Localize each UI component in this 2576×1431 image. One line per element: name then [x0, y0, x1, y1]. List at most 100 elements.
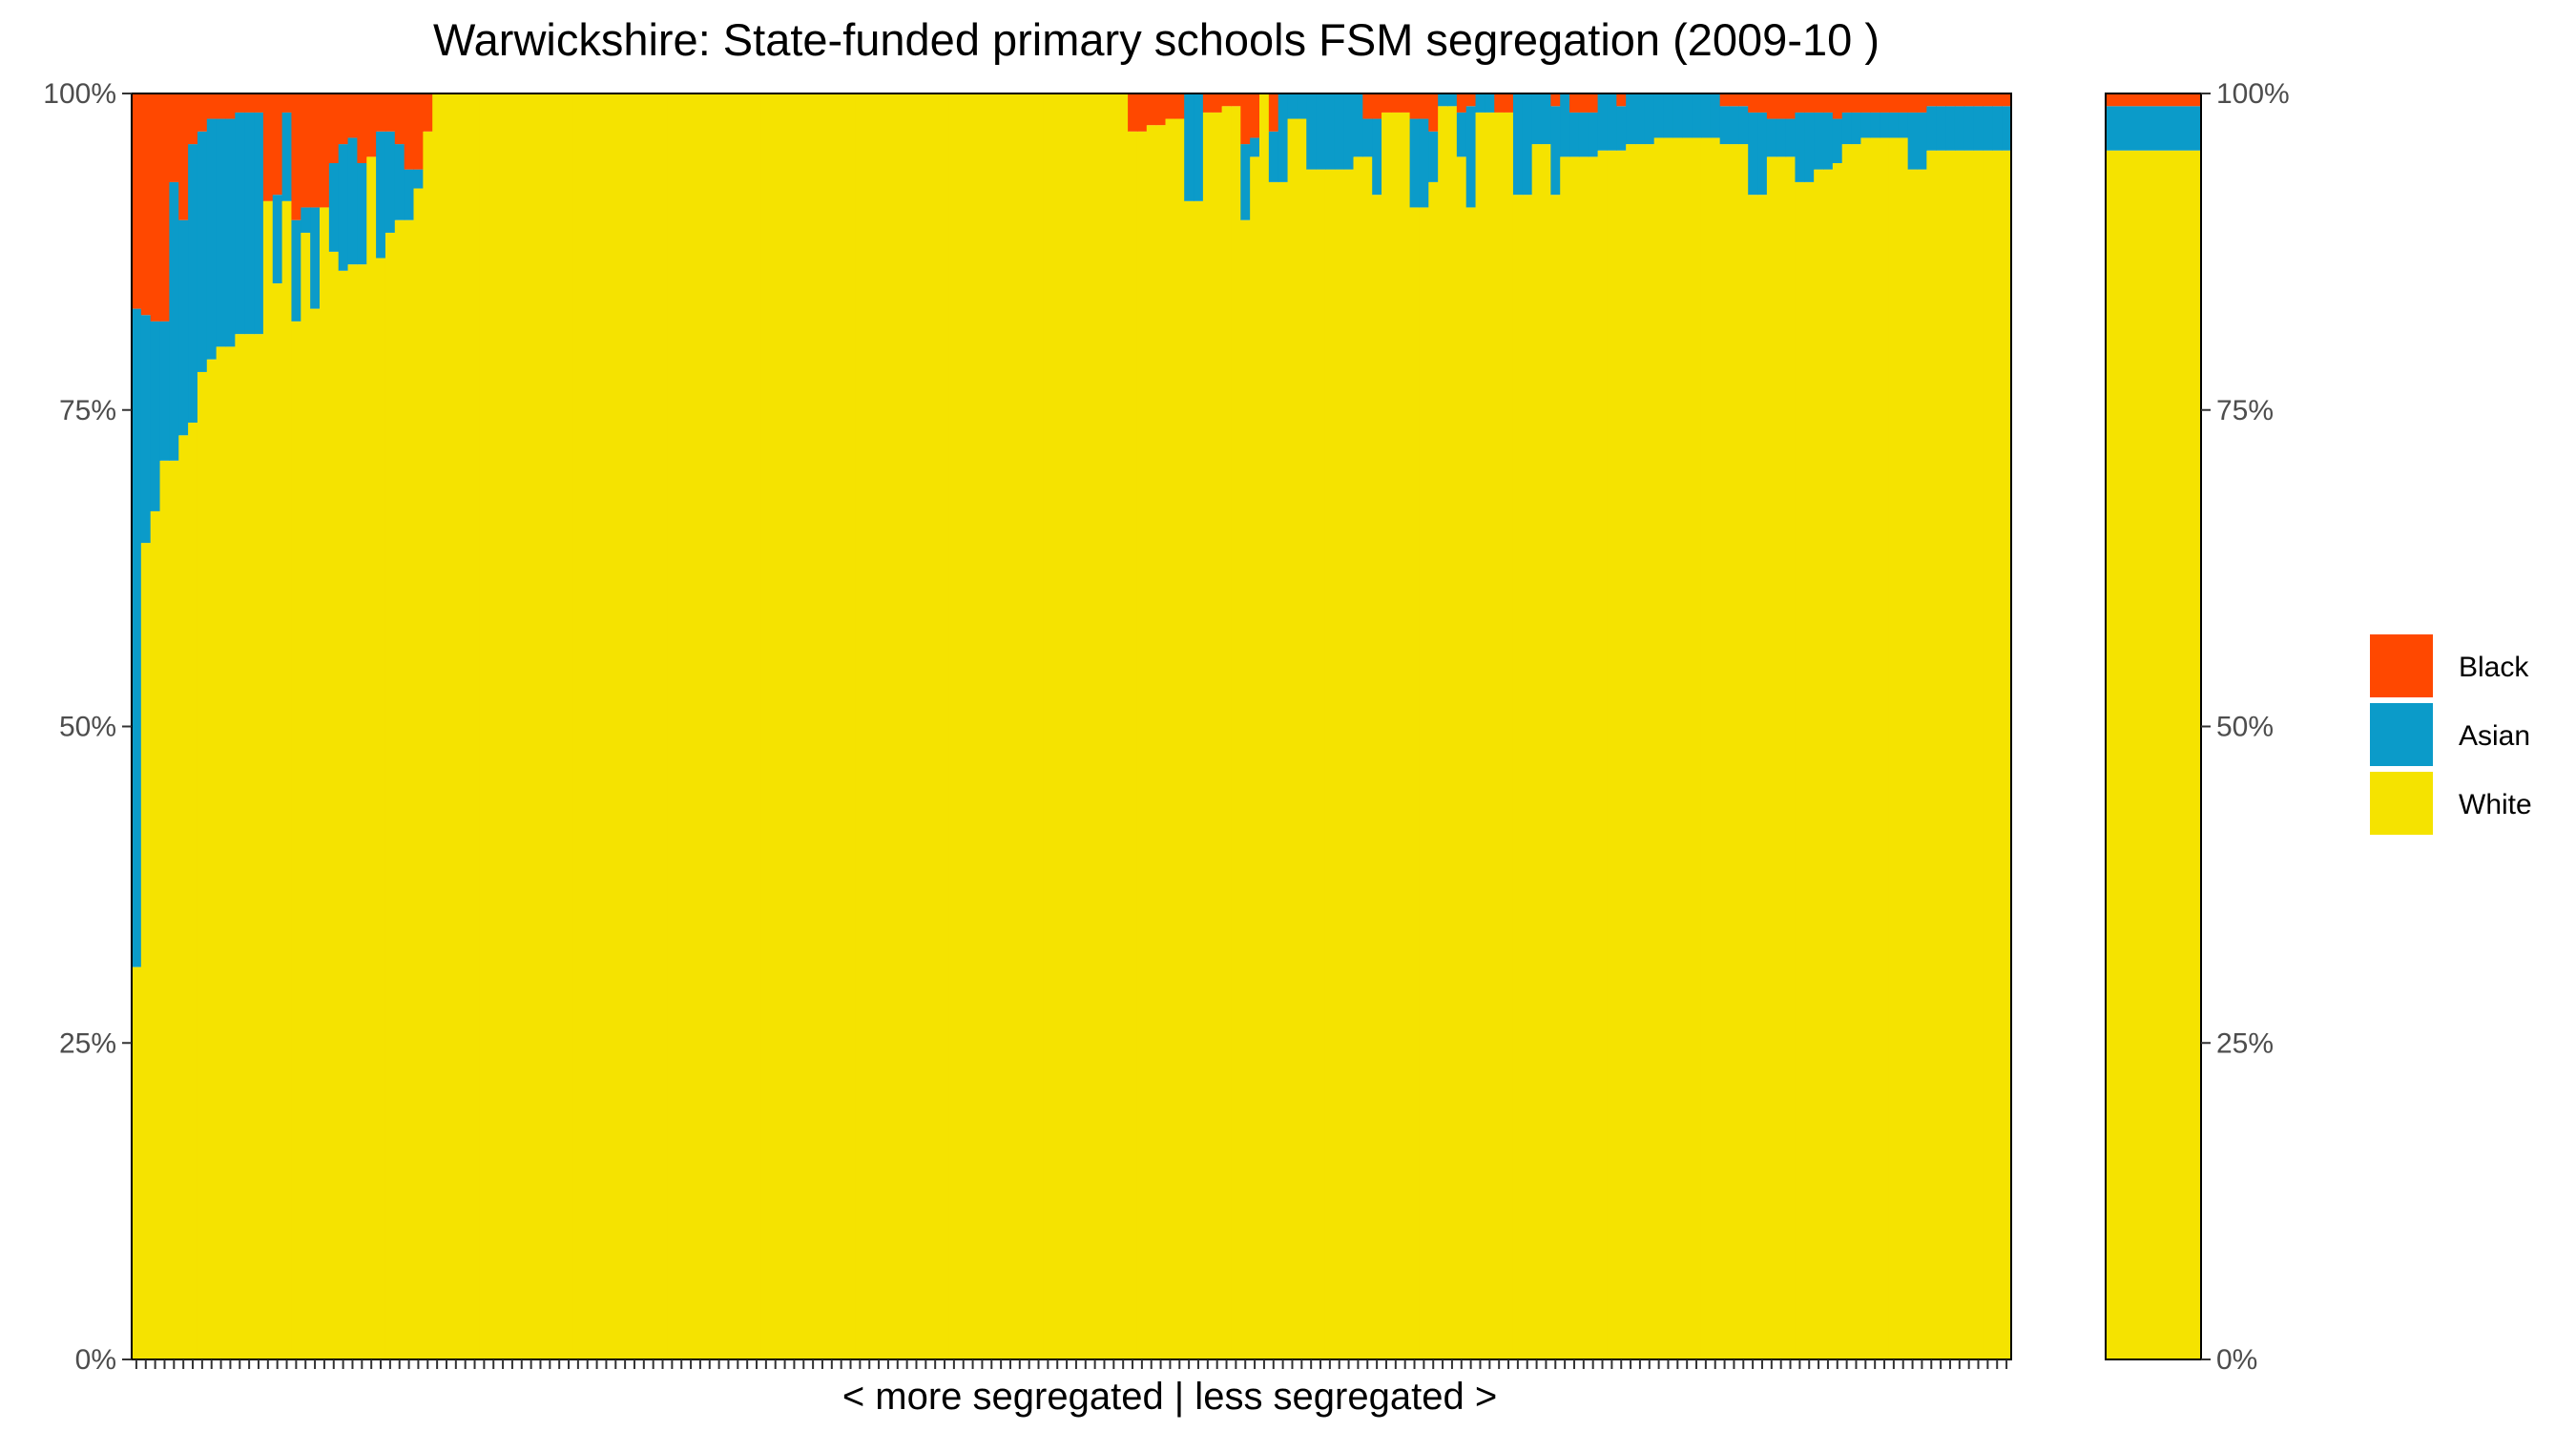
- white-segment: [1588, 156, 1599, 1360]
- asian-segment: [338, 144, 349, 271]
- white-segment: [902, 93, 913, 1359]
- asian-segment: [1324, 93, 1336, 170]
- school-bar: [338, 93, 349, 1359]
- school-bar: [940, 93, 950, 1359]
- school-bar: [1907, 93, 1919, 1359]
- black-segment: [1250, 93, 1260, 138]
- white-segment: [1428, 181, 1439, 1359]
- school-bar: [1635, 93, 1646, 1360]
- white-segment: [704, 93, 716, 1359]
- school-bar: [686, 93, 696, 1359]
- school-bar: [404, 93, 415, 1360]
- legend-label-black: Black: [2459, 652, 2529, 683]
- school-bar: [883, 93, 894, 1359]
- school-bar: [498, 93, 509, 1359]
- school-bar: [667, 93, 677, 1359]
- asian-segment: [225, 118, 236, 347]
- asian-segment: [1936, 106, 1946, 151]
- school-bar: [1569, 93, 1580, 1360]
- school-bar: [1006, 93, 1016, 1359]
- legend-key-asian: [2370, 703, 2433, 766]
- school-bar: [244, 93, 255, 1359]
- school-bar: [1362, 93, 1373, 1360]
- white-segment: [1240, 219, 1251, 1360]
- school-bar: [310, 93, 321, 1360]
- white-segment: [779, 93, 791, 1359]
- school-bar: [1682, 93, 1693, 1359]
- white-segment: [450, 93, 462, 1359]
- schools-panel: [131, 93, 2012, 1360]
- white-segment: [1898, 137, 1909, 1359]
- white-segment: [686, 93, 696, 1359]
- school-bar: [554, 93, 565, 1359]
- black-segment: [1748, 93, 1758, 113]
- white-segment: [1653, 137, 1665, 1359]
- school-bar: [1973, 93, 1984, 1360]
- school-bar: [516, 93, 528, 1359]
- black-segment: [1390, 93, 1402, 113]
- school-bar: [1033, 93, 1045, 1359]
- white-segment: [987, 93, 997, 1359]
- asian-segment: [1522, 93, 1533, 196]
- asian-segment: [1710, 93, 1721, 138]
- school-bar: [469, 93, 481, 1359]
- school-bar: [1597, 93, 1609, 1360]
- black-segment: [1907, 93, 1919, 113]
- school-bar: [564, 93, 574, 1359]
- school-bar: [826, 93, 838, 1359]
- black-segment: [1588, 93, 1599, 113]
- asian-segment: [1917, 112, 1927, 170]
- asian-segment: [132, 308, 142, 967]
- white-segment: [1381, 112, 1392, 1359]
- asian-segment: [404, 169, 415, 220]
- white-segment: [479, 93, 489, 1359]
- black-segment: [376, 93, 386, 132]
- white-segment: [723, 93, 734, 1359]
- x-axis-ticks: [135, 1359, 2008, 1369]
- black-segment: [1362, 93, 1373, 119]
- asian-segment: [1804, 112, 1815, 182]
- white-segment: [1776, 156, 1787, 1360]
- white-segment: [657, 93, 669, 1359]
- school-bar: [1090, 93, 1101, 1359]
- school-bar: [601, 93, 612, 1359]
- school-bar: [967, 93, 979, 1359]
- white-segment: [1438, 106, 1448, 1359]
- school-bar: [1324, 93, 1336, 1359]
- overall-panel: [2105, 93, 2202, 1360]
- white-segment: [1569, 156, 1580, 1360]
- asian-segment: [178, 219, 189, 436]
- black-segment: [1738, 93, 1749, 107]
- asian-segment: [1738, 106, 1749, 145]
- black-segment: [320, 93, 330, 208]
- y-tick-label-left: 50%: [59, 712, 116, 743]
- white-segment: [140, 543, 152, 1359]
- black-segment: [384, 93, 396, 132]
- school-bar: [1917, 93, 1927, 1359]
- asian-segment: [328, 162, 340, 252]
- asian-segment: [1672, 93, 1683, 138]
- white-segment: [1071, 93, 1082, 1359]
- asian-segment: [169, 181, 179, 461]
- white-segment: [1560, 156, 1570, 1360]
- school-bar: [413, 93, 424, 1359]
- asian-segment: [1851, 112, 1861, 145]
- school-bar: [1118, 93, 1129, 1359]
- school-bar: [178, 93, 189, 1359]
- school-bar: [1504, 93, 1514, 1359]
- white-segment: [760, 93, 772, 1359]
- school-bar: [1128, 93, 1138, 1359]
- white-segment: [892, 93, 904, 1359]
- white-segment: [1531, 144, 1543, 1360]
- school-bar: [1146, 93, 1157, 1359]
- school-bar: [150, 93, 161, 1359]
- asian-segment: [291, 219, 301, 321]
- black-segment: [1880, 93, 1890, 113]
- school-bar: [366, 93, 377, 1360]
- school-bar: [1832, 93, 1843, 1360]
- white-segment: [601, 93, 612, 1359]
- white-segment: [582, 93, 593, 1359]
- school-bar: [1297, 93, 1307, 1359]
- white-segment: [1174, 118, 1185, 1359]
- asian-segment: [1757, 112, 1768, 196]
